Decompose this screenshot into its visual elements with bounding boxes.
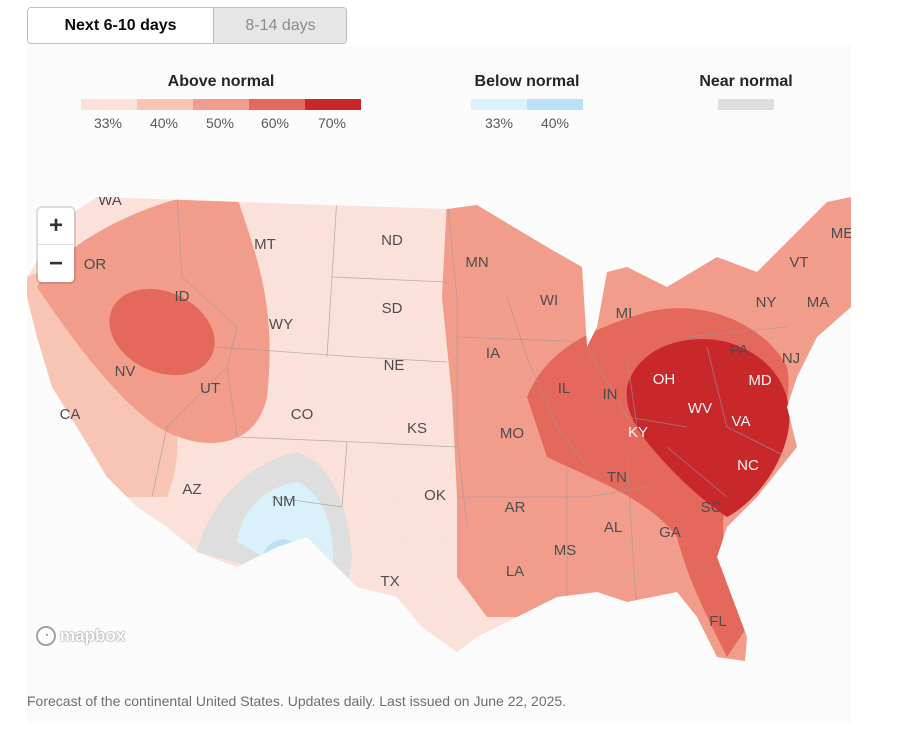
state-label-ma: MA [807,294,830,311]
legend-above-tick: 70% [317,115,347,131]
state-label-nd: ND [381,232,403,249]
state-label-ok: OK [424,487,446,504]
legend-above-swatch-70 [305,99,361,110]
state-label-nc: NC [737,457,759,474]
state-label-tn: TN [607,469,627,486]
state-label-oh: OH [653,371,676,388]
legend-below-title: Below normal [474,73,580,90]
zoom-controls: + − [38,208,74,282]
state-labels: WA OR ID MT ND MN WI MI ME VT NY MA PA N… [60,197,851,630]
state-label-ia: IA [486,345,500,362]
mapbox-logo-icon: ◔ [36,626,56,646]
legend-below-swatch-40 [527,99,583,110]
state-label-me: ME [831,225,851,242]
state-label-va: VA [732,413,751,430]
state-label-la: LA [506,563,524,580]
state-label-tx: TX [380,573,399,590]
legend-above-tick: 40% [149,115,179,131]
state-label-al: AL [604,519,622,536]
state-label-ar: AR [505,499,526,516]
legend-below-tick: 40% [540,115,570,131]
state-label-vt: VT [789,254,808,271]
state-label-ms: MS [554,542,577,559]
state-label-ks: KS [407,420,427,437]
legend-above-title: Above normal [167,73,275,90]
zoom-out-button[interactable]: − [48,249,63,277]
legend-above-swatch-33 [81,99,137,110]
legend-above-swatch-50 [193,99,249,110]
us-map-svg: WA OR ID MT ND MN WI MI ME VT NY MA PA N… [27,197,851,661]
legend-above-swatch-40 [137,99,193,110]
state-label-ny: NY [756,294,777,311]
state-label-wi: WI [540,292,558,309]
state-label-wv: WV [688,400,712,417]
mapbox-logo[interactable]: ◔ mapbox [36,626,125,646]
mapbox-logo-text: mapbox [60,626,126,645]
state-label-id: ID [175,288,190,305]
legend-below-tick: 33% [484,115,514,131]
legend-above-tick: 50% [205,115,235,131]
state-label-wy: WY [269,316,293,333]
state-label-mo: MO [500,425,524,442]
state-label-il: IL [558,380,571,397]
state-label-ky: KY [628,424,648,441]
state-label-ne: NE [384,357,405,374]
legend-near-title: Near normal [699,73,793,90]
state-label-ut: UT [200,380,220,397]
state-label-pa: PA [730,342,749,359]
map-caption: Forecast of the continental United State… [27,693,567,709]
state-label-sd: SD [382,300,403,317]
state-label-mi: MI [616,305,633,322]
state-label-wa: WA [98,197,122,209]
state-label-mn: MN [465,254,488,271]
tab-next-6-10-days[interactable]: Next 6-10 days [28,8,213,43]
zoom-in-button[interactable]: + [38,208,74,245]
forecast-map[interactable]: WA OR ID MT ND MN WI MI ME VT NY MA PA N… [27,197,851,661]
legend-above-tick: 33% [93,115,123,131]
state-label-nm: NM [272,493,295,510]
state-label-nv: NV [115,363,136,380]
legend-above-swatch-60 [249,99,305,110]
state-label-nj: NJ [782,350,800,367]
state-label-co: CO [291,406,314,423]
us-land [27,197,851,661]
state-label-ga: GA [659,524,681,541]
state-label-fl: FL [709,613,727,630]
state-label-in: IN [603,386,618,403]
state-label-md: MD [748,372,771,389]
state-label-sc: SC [701,499,722,516]
legend-above-tick: 60% [260,115,290,131]
tab-8-14-days[interactable]: 8-14 days [213,8,346,43]
state-label-or: OR [84,256,107,273]
state-label-az: AZ [182,481,201,498]
legend-near-swatch [718,99,774,110]
forecast-period-tabs: Next 6-10 days 8-14 days [27,7,347,44]
legend-below-swatch-33 [471,99,527,110]
state-label-mt: MT [254,236,276,253]
state-label-ca: CA [60,406,81,423]
